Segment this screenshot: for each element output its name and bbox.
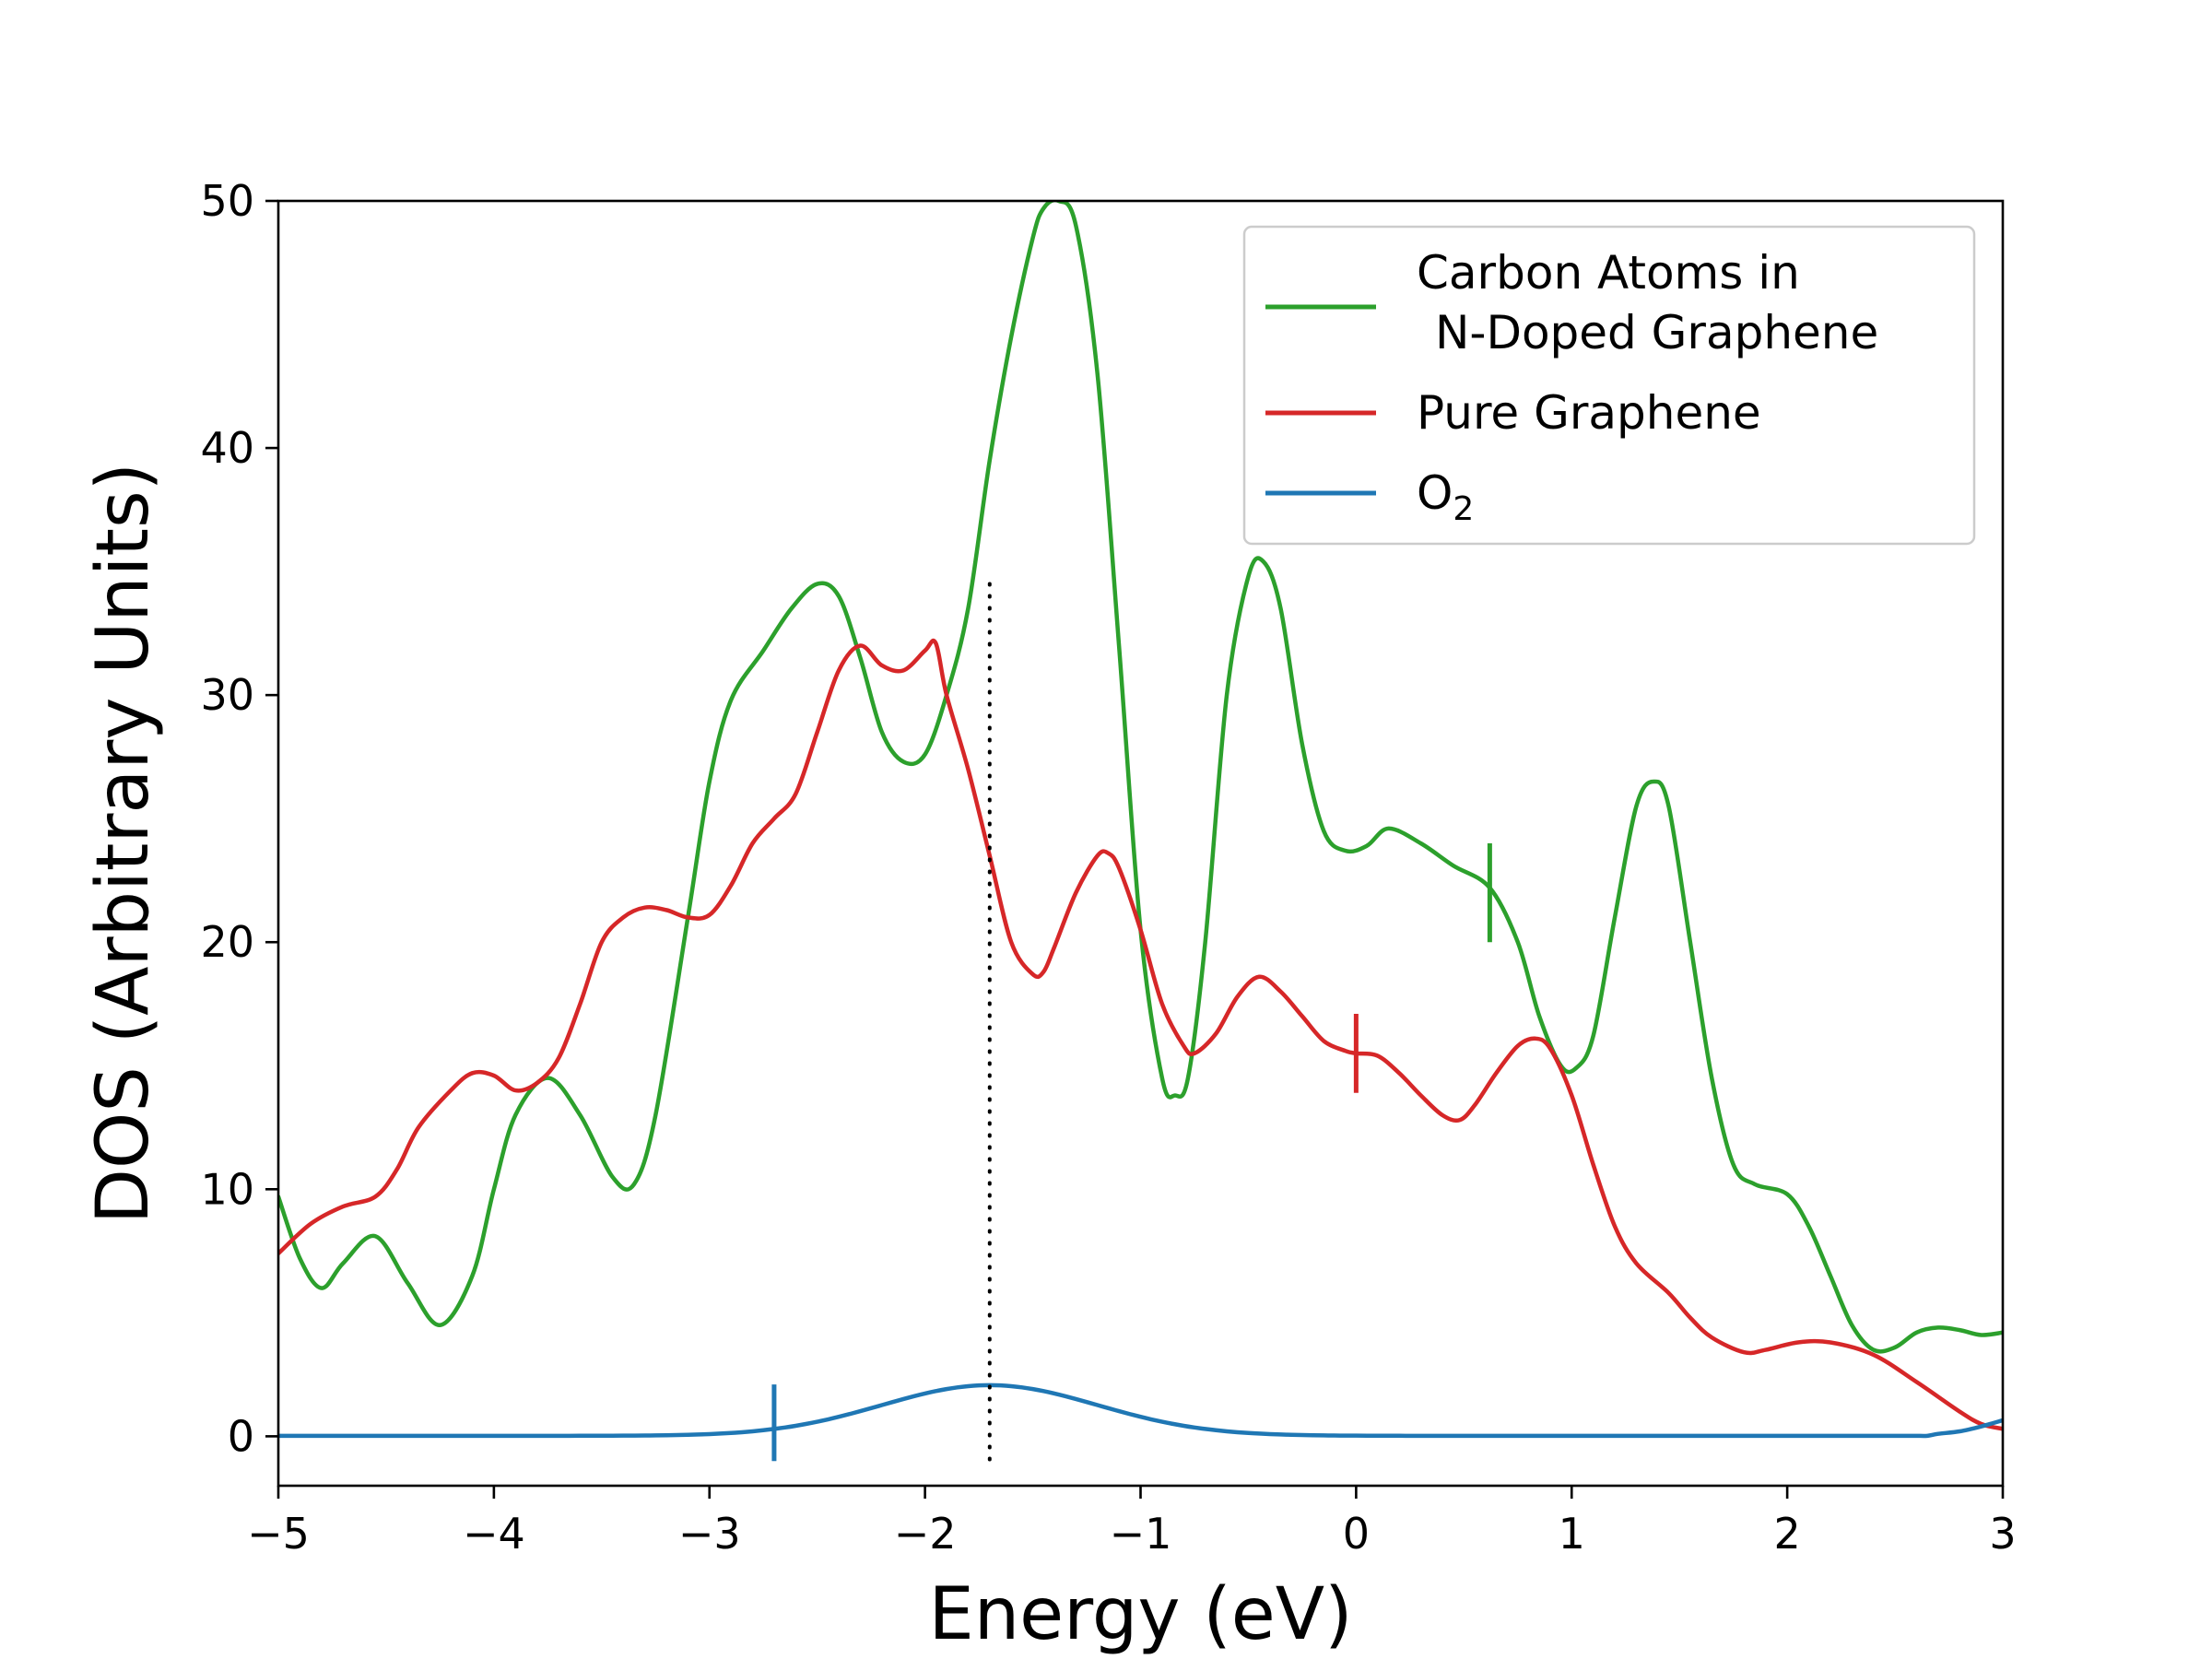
x-axis-ticks: −5 −4 −3 −2 −1 0 1 2 3: [247, 1486, 2017, 1559]
y-axis-ticks: 0 10 20 30 40 50: [200, 176, 278, 1461]
x-axis-title: Energy (eV): [928, 1573, 1352, 1656]
marker-layer: [771, 582, 1492, 1465]
legend-label-carbon-line2: N-Doped Graphene: [1435, 306, 1878, 359]
x-tick-label: −3: [678, 1509, 741, 1559]
x-tick-label: 3: [1989, 1509, 2016, 1559]
series-line-o2: [278, 1382, 2003, 1439]
series-layer: [278, 201, 2003, 1439]
legend-label-o2: O2: [1417, 466, 1474, 528]
x-tick-label: −1: [1110, 1509, 1172, 1559]
x-tick-label: −5: [247, 1509, 310, 1559]
legend-label-carbon-line1: Carbon Atoms in: [1417, 246, 1800, 300]
legend-label-o2-base: O: [1417, 466, 1453, 520]
legend-label-pure-graphene: Pure Graphene: [1417, 386, 1761, 440]
y-tick-label: 10: [200, 1164, 254, 1214]
legend-label-o2-subscript: 2: [1453, 490, 1474, 528]
y-tick-label: 30: [200, 670, 254, 720]
x-tick-label: 1: [1559, 1509, 1585, 1559]
x-tick-label: −4: [463, 1509, 525, 1559]
x-tick-label: 2: [1773, 1509, 1800, 1559]
y-tick-label: 0: [228, 1411, 254, 1461]
y-tick-label: 20: [200, 917, 254, 967]
legend-frame: [1242, 225, 1976, 546]
y-tick-label: 50: [200, 176, 254, 226]
series-line-carbon-n-doped: [278, 201, 2003, 1354]
x-tick-label: 0: [1343, 1509, 1370, 1559]
legend: Carbon Atoms in N-Doped Graphene Pure Gr…: [1242, 225, 1976, 546]
y-tick-label: 40: [200, 423, 254, 473]
series-line-pure-graphene: [278, 638, 2003, 1431]
x-tick-label: −2: [894, 1509, 957, 1559]
plot-area: [276, 199, 2005, 1488]
y-axis-title: DOS (Arbitrary Units): [82, 463, 165, 1224]
